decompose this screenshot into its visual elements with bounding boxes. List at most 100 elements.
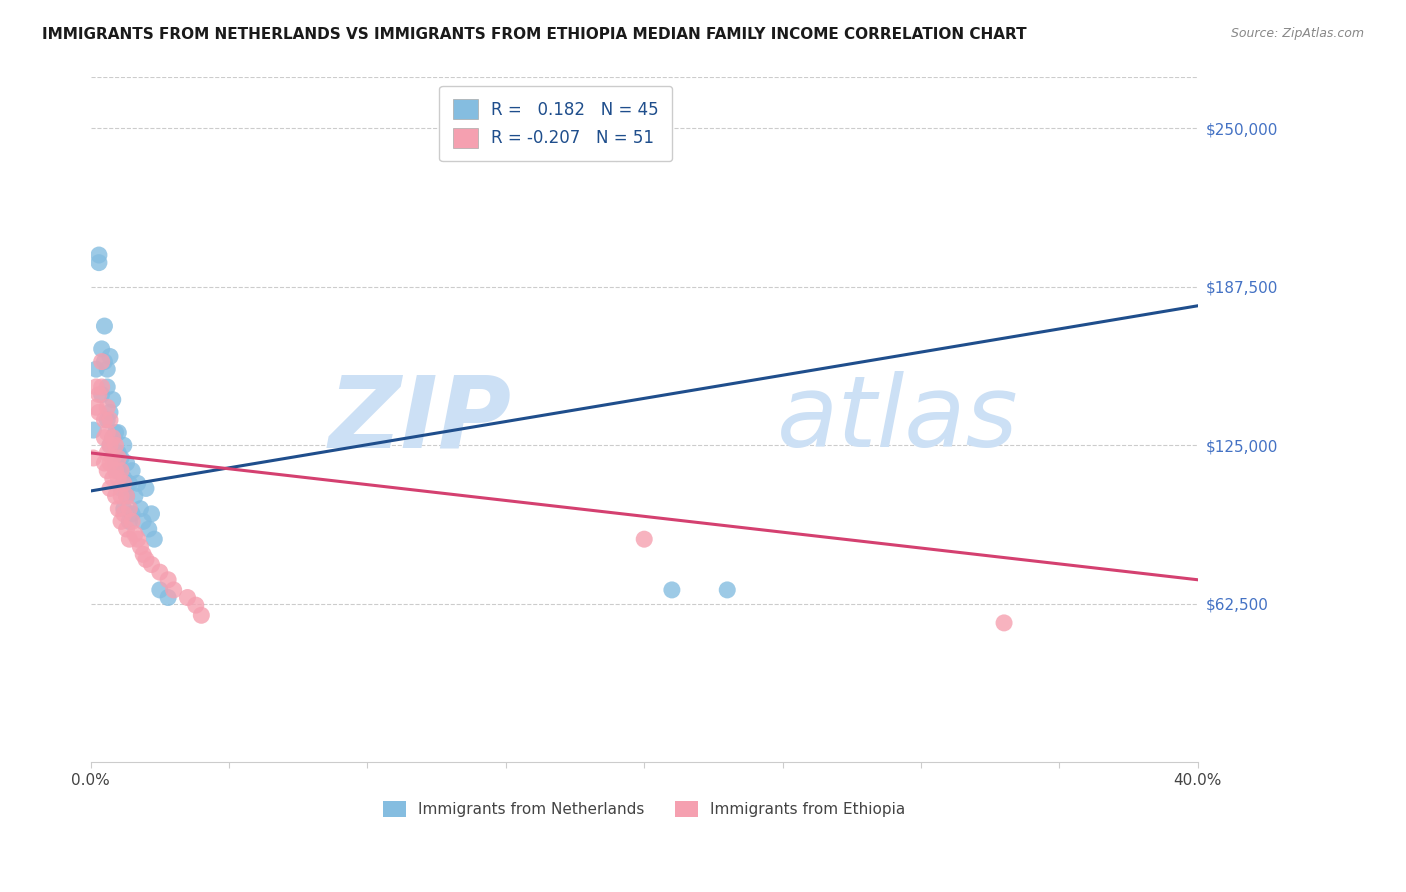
Point — [107, 425, 129, 440]
Point — [633, 532, 655, 546]
Point — [87, 248, 110, 262]
Point — [127, 476, 149, 491]
Point — [104, 464, 127, 478]
Point — [149, 565, 172, 579]
Point — [84, 380, 107, 394]
Point — [129, 540, 152, 554]
Point — [110, 482, 132, 496]
Point — [93, 456, 115, 470]
Point — [96, 413, 118, 427]
Point — [993, 615, 1015, 630]
Point — [157, 591, 180, 605]
Point — [135, 552, 157, 566]
Point — [104, 438, 127, 452]
Text: Source: ZipAtlas.com: Source: ZipAtlas.com — [1230, 27, 1364, 40]
Point — [90, 342, 112, 356]
Point — [141, 558, 163, 572]
Point — [606, 146, 628, 161]
Point — [157, 573, 180, 587]
Point — [98, 405, 121, 419]
Point — [110, 464, 132, 478]
Point — [98, 413, 121, 427]
Point — [96, 380, 118, 394]
Point — [90, 387, 112, 401]
Point — [87, 255, 110, 269]
Point — [107, 446, 129, 460]
Text: IMMIGRANTS FROM NETHERLANDS VS IMMIGRANTS FROM ETHIOPIA MEDIAN FAMILY INCOME COR: IMMIGRANTS FROM NETHERLANDS VS IMMIGRANT… — [42, 27, 1026, 42]
Point — [101, 392, 124, 407]
Point — [96, 425, 118, 440]
Point — [107, 464, 129, 478]
Point — [138, 522, 160, 536]
Point — [129, 501, 152, 516]
Point — [82, 423, 104, 437]
Point — [96, 362, 118, 376]
Point — [141, 507, 163, 521]
Point — [87, 387, 110, 401]
Point — [90, 354, 112, 368]
Point — [121, 464, 143, 478]
Legend: Immigrants from Netherlands, Immigrants from Ethiopia: Immigrants from Netherlands, Immigrants … — [377, 795, 911, 823]
Point — [115, 489, 138, 503]
Point — [163, 582, 186, 597]
Point — [101, 431, 124, 445]
Point — [93, 354, 115, 368]
Point — [132, 548, 155, 562]
Point — [104, 489, 127, 503]
Point — [118, 515, 141, 529]
Point — [118, 476, 141, 491]
Point — [124, 489, 146, 503]
Point — [98, 482, 121, 496]
Point — [190, 608, 212, 623]
Point — [112, 476, 135, 491]
Point — [98, 350, 121, 364]
Point — [84, 362, 107, 376]
Point — [124, 527, 146, 541]
Point — [112, 507, 135, 521]
Point — [176, 591, 198, 605]
Point — [101, 431, 124, 445]
Point — [115, 489, 138, 503]
Point — [149, 582, 172, 597]
Point — [107, 471, 129, 485]
Point — [127, 532, 149, 546]
Point — [104, 425, 127, 440]
Point — [90, 380, 112, 394]
Point — [121, 515, 143, 529]
Point — [110, 450, 132, 465]
Point — [96, 464, 118, 478]
Text: atlas: atlas — [778, 371, 1019, 468]
Point — [112, 471, 135, 485]
Point — [98, 438, 121, 452]
Point — [82, 450, 104, 465]
Point — [96, 446, 118, 460]
Point — [107, 450, 129, 465]
Text: ZIP: ZIP — [329, 371, 512, 468]
Point — [143, 532, 166, 546]
Point — [93, 413, 115, 427]
Point — [121, 507, 143, 521]
Point — [115, 456, 138, 470]
Point — [716, 582, 738, 597]
Point — [98, 438, 121, 452]
Point — [110, 489, 132, 503]
Point — [184, 598, 207, 612]
Point — [661, 582, 683, 597]
Point — [84, 401, 107, 415]
Point — [87, 405, 110, 419]
Point — [115, 522, 138, 536]
Point — [93, 319, 115, 334]
Point — [96, 401, 118, 415]
Point — [112, 438, 135, 452]
Point — [101, 450, 124, 465]
Point — [135, 482, 157, 496]
Point — [132, 515, 155, 529]
Point — [118, 532, 141, 546]
Point — [98, 456, 121, 470]
Point — [110, 515, 132, 529]
Point — [107, 501, 129, 516]
Point — [93, 431, 115, 445]
Point — [112, 501, 135, 516]
Point — [104, 456, 127, 470]
Point — [118, 501, 141, 516]
